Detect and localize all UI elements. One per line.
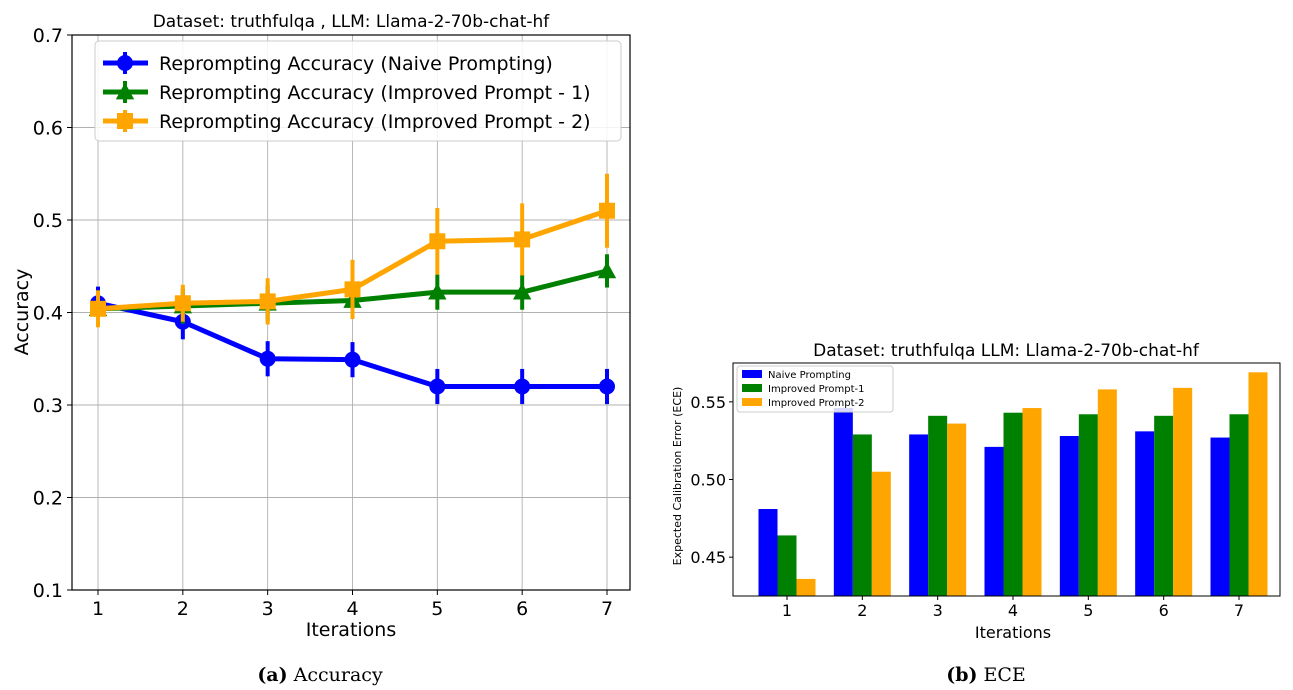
accuracy-data-point [514,231,531,248]
ece-legend-swatch [742,384,762,392]
ece-bar [984,446,1004,596]
accuracy-series-group [90,173,615,328]
caption-b-text: ECE [977,664,1025,686]
accuracy-data-point [344,351,361,368]
accuracy-y-axis-label: Accuracy [11,269,33,356]
ece-title: Dataset: truthfulqa LLM: Llama-2-70b-cha… [813,341,1200,361]
accuracy-data-point [597,261,617,279]
ece-bar [928,415,948,596]
ece-x-tick-label: 4 [1008,601,1018,620]
accuracy-x-tick-label: 2 [177,598,189,620]
caption-a-label: (a) [257,664,287,686]
ece-bar [1210,437,1230,596]
ece-y-tick-label: 0.50 [690,471,726,490]
ece-y-tick-label: 0.55 [690,393,726,412]
ece-bar [1154,415,1174,596]
ece-x-tick-label: 1 [782,601,792,620]
ece-bar [1173,387,1193,596]
accuracy-legend-label: Reprompting Accuracy (Improved Prompt - … [159,111,591,133]
ece-bar [1078,414,1098,596]
accuracy-x-tick-label: 5 [431,598,443,620]
ece-bar [758,509,778,596]
ece-bar [777,535,797,596]
ece-bar [871,471,891,596]
accuracy-series [88,173,617,405]
accuracy-legend: Reprompting Accuracy (Naive Prompting) Re… [94,40,622,142]
ece-bar [909,434,929,596]
accuracy-data-point [344,281,361,298]
accuracy-x-tick-label: 7 [601,598,613,620]
ece-x-tick-label: 2 [857,601,867,620]
accuracy-legend-marker [117,113,133,129]
ece-legend-label: Improved Prompt-2 [768,398,865,409]
ece-bar [1059,436,1079,596]
ece-x-tick-label: 5 [1083,601,1093,620]
accuracy-legend-marker [117,55,133,71]
ece-legend-label: Naive Prompting [768,370,851,381]
ece-chart: 1 2 3 4 5 6 7 0.45 0.50 0.55 Dataset: truthfulqa … [671,341,1281,642]
accuracy-data-point [259,350,276,367]
accuracy-legend-marker [115,82,135,100]
ece-x-tick-label: 7 [1234,601,1244,620]
accuracy-ticks: 1 2 3 4 5 6 7 0.1 0.2 0.3 0.4 0.5 0.6 0.7 [33,25,613,620]
accuracy-y-tick-label: 0.7 [33,25,63,47]
ece-y-tick-label: 0.45 [690,548,726,567]
accuracy-data-point [512,282,532,300]
ece-bar [1003,412,1023,596]
ece-bar [1229,414,1249,596]
ece-legend-swatch [742,370,762,378]
caption-b: (b) ECE [946,664,1026,686]
accuracy-data-point [599,378,615,395]
ece-ticks: 1 2 3 4 5 6 7 0.45 0.50 0.55 [690,393,1244,620]
ece-bar [1022,408,1042,596]
accuracy-data-point [90,300,106,317]
accuracy-y-tick-label: 0.3 [33,395,63,417]
ece-bar [796,578,816,596]
accuracy-y-tick-label: 0.5 [33,210,63,232]
ece-legend-swatch [742,398,762,406]
ece-legend: Naive Prompting Improved Prompt-1 Improved… [736,365,894,413]
ece-bar [833,408,853,596]
accuracy-y-tick-label: 0.4 [33,303,63,325]
accuracy-title: Dataset: truthfulqa , LLM: Llama-2-70b-c… [153,12,551,32]
accuracy-x-tick-label: 4 [346,598,358,620]
ece-bar [1248,372,1268,596]
accuracy-chart: 1 2 3 4 5 6 7 0.1 0.2 0.3 0.4 0.5 0.6 0.7 Dataset: tr… [11,12,631,641]
accuracy-data-point [599,202,615,219]
ece-x-tick-label: 6 [1159,601,1169,620]
ece-legend-label: Improved Prompt-1 [768,384,865,395]
accuracy-data-point [429,378,446,395]
accuracy-x-tick-label: 1 [92,598,104,620]
ece-x-tick-label: 3 [933,601,943,620]
accuracy-data-point [174,295,191,312]
accuracy-x-axis-label: Iterations [306,619,397,641]
ece-x-axis-label: Iterations [975,623,1051,642]
accuracy-legend-box [94,40,622,142]
accuracy-legend-label: Reprompting Accuracy (Naive Prompting) [159,53,553,75]
accuracy-legend-label: Reprompting Accuracy (Improved Prompt - … [159,82,591,104]
ece-bars [758,372,1268,596]
accuracy-y-tick-label: 0.1 [33,580,63,602]
accuracy-x-tick-label: 3 [262,598,274,620]
caption-a: (a) Accuracy [257,664,383,686]
ece-bar [1097,389,1117,596]
accuracy-data-point [428,282,447,300]
accuracy-data-point [514,378,531,395]
accuracy-y-tick-label: 0.2 [33,488,63,510]
accuracy-x-tick-label: 6 [516,598,528,620]
caption-a-text: Accuracy [288,664,383,686]
ece-legend-box [736,365,894,413]
ece-bar [1135,431,1155,596]
ece-bar [852,434,872,596]
ece-y-axis-label: Expected Calibration Error (ECE) [671,387,684,566]
ece-bar [947,423,967,596]
accuracy-data-point [429,233,446,250]
accuracy-y-tick-label: 0.6 [33,118,63,140]
caption-b-label: (b) [946,664,977,686]
accuracy-data-point [259,293,276,310]
